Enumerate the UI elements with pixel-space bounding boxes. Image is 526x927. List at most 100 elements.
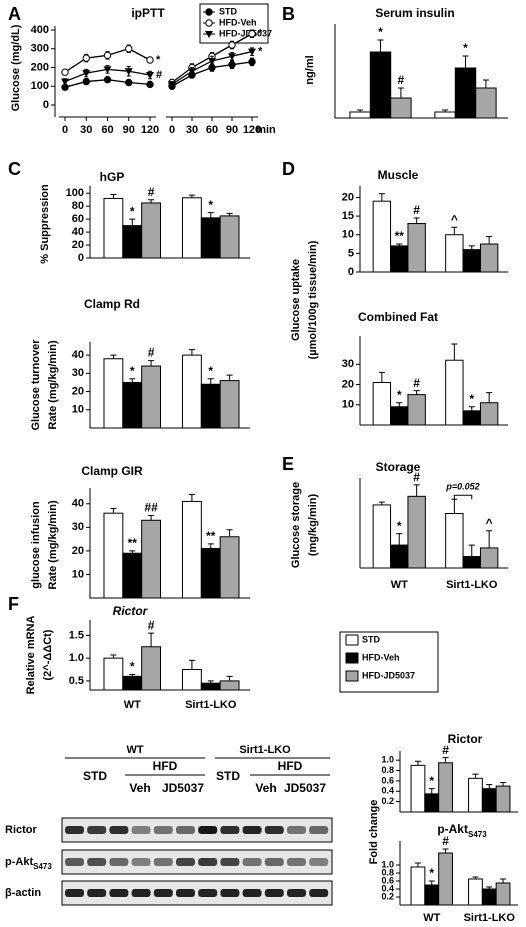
y-tick-label: 30	[342, 358, 354, 370]
bar	[122, 675, 143, 691]
marker	[228, 41, 236, 49]
chart-title-main: Muscle	[378, 168, 419, 182]
annotation: *	[429, 774, 434, 788]
y-axis-label: ng/ml	[304, 55, 316, 84]
chart-title: ipPTT	[131, 6, 165, 20]
marker	[82, 70, 91, 78]
error-bar	[500, 781, 507, 787]
chart-title: Rictor	[448, 732, 483, 746]
blot-condition: JD5037	[162, 781, 204, 795]
blot-band	[309, 889, 329, 897]
bar	[103, 358, 124, 429]
bar	[200, 548, 221, 599]
marker	[188, 68, 196, 76]
y-tick-label: 60	[72, 213, 84, 225]
error-bar	[486, 236, 493, 245]
bar	[390, 406, 409, 426]
y-tick-label: 200	[31, 61, 49, 73]
bar	[372, 200, 392, 273]
error-bar	[468, 544, 475, 557]
legend-label: HFD-JD5037	[219, 28, 272, 38]
error-bar	[413, 217, 420, 224]
y-tick-label: 1.5	[69, 629, 84, 641]
x-axis-label: min	[256, 124, 276, 136]
bar	[495, 882, 511, 906]
y-tick-label: 0.6	[381, 875, 394, 885]
annotation: *	[463, 41, 468, 55]
bar	[390, 245, 409, 273]
blot-genotype: WT	[126, 744, 143, 756]
blot-band	[287, 889, 306, 897]
bar	[141, 202, 162, 259]
annotation: *	[208, 198, 213, 212]
annotation: #	[156, 69, 162, 81]
y-tick-label: 0.4	[381, 883, 394, 893]
blot-band	[198, 858, 218, 866]
y-tick-label: 0.8	[381, 765, 394, 775]
blot-row-label: p-AktS473	[5, 856, 52, 871]
blot-genotype: Sirt1-LKO	[239, 744, 291, 756]
panel-label: F	[8, 594, 19, 614]
marker	[124, 68, 133, 76]
marker	[61, 78, 69, 86]
y-tick-label: 0	[43, 99, 49, 111]
x-tick-label: Sirt1-LKO	[464, 912, 516, 924]
error-bar	[414, 760, 421, 766]
y-tick-label: 10	[342, 229, 354, 241]
marker	[205, 8, 213, 16]
bar	[407, 495, 426, 569]
bar	[445, 359, 464, 426]
error-bar	[442, 848, 449, 853]
annotation: **	[395, 229, 405, 243]
error-bar	[129, 218, 136, 226]
blot-band	[176, 858, 195, 866]
y-tick-label: 0.5	[69, 675, 84, 687]
bar	[181, 354, 202, 429]
bar	[200, 682, 221, 691]
chart-title: Storage	[376, 460, 421, 474]
y-axis-label: Glucose (mg/dL)	[10, 24, 22, 111]
bar	[181, 669, 202, 691]
bar	[481, 888, 497, 906]
blot-condition: Veh	[255, 781, 276, 795]
bar	[390, 544, 409, 569]
bar	[424, 884, 440, 906]
blot-condition: STD	[216, 769, 240, 783]
chart-title-main: Clamp Rd	[84, 297, 140, 311]
marker	[248, 30, 256, 38]
bar	[462, 249, 481, 273]
bar	[407, 223, 426, 273]
y-tick-label: 100	[66, 187, 84, 199]
marker	[103, 66, 112, 74]
marker	[168, 81, 176, 89]
bar	[181, 500, 202, 599]
bar	[141, 646, 162, 691]
blot-band	[176, 826, 195, 834]
blot-band	[87, 858, 107, 866]
y-axis-label: Fold change	[368, 800, 380, 865]
y-axis-label: (2^-ΔΔCt)	[42, 629, 54, 680]
blot-row-label-main: Rictor	[5, 824, 38, 836]
annotation: #	[413, 203, 420, 217]
x-tick-label: 90	[123, 124, 135, 136]
chart-title: Rictor	[113, 604, 149, 618]
blot-row-label-sub: S473	[33, 862, 52, 871]
annotation: ##	[144, 501, 158, 515]
blot-band	[109, 858, 129, 866]
y-axis-label: Glucose storage	[290, 482, 302, 568]
blot-band	[131, 826, 151, 834]
chart-title: Clamp GIR	[81, 464, 143, 478]
error-bar	[396, 402, 403, 407]
x-tick-label: 60	[206, 124, 218, 136]
y-tick-label: 400	[31, 24, 49, 36]
error-bar	[148, 360, 155, 367]
error-bar	[207, 378, 214, 385]
chart-title: Serum insulin	[375, 6, 454, 20]
annotation: *	[429, 866, 434, 880]
error-bar	[462, 55, 469, 68]
bar	[424, 793, 440, 813]
error-bar	[482, 79, 489, 88]
blot-condition: JD5037	[284, 781, 326, 795]
marker	[103, 51, 112, 60]
marker	[208, 57, 216, 65]
